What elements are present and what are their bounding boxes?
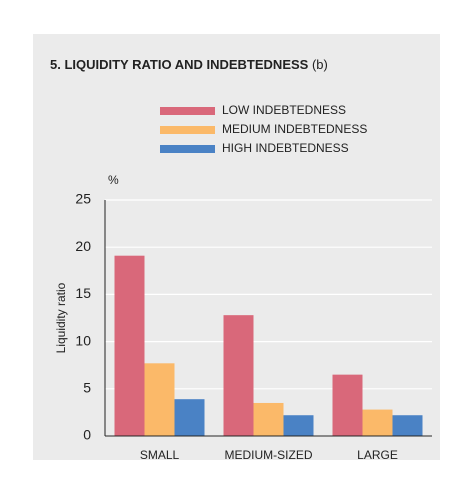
chart-subtitle: (b): [312, 57, 328, 72]
legend-label: MEDIUM INDEBTEDNESS: [222, 122, 367, 136]
chart-title-line: 5. LIQUIDITY RATIO AND INDEBTEDNESS (b): [50, 57, 328, 72]
x-tick-label: MEDIUM-SIZED: [225, 448, 313, 462]
bar: [144, 363, 175, 436]
y-axis-label: Liquidity ratio: [54, 282, 68, 353]
y-tick-label: 15: [75, 285, 91, 301]
bar: [223, 315, 254, 436]
chart-title: 5. LIQUIDITY RATIO AND INDEBTEDNESS: [50, 57, 309, 72]
legend-label: LOW INDEBTEDNESS: [222, 103, 346, 117]
legend-swatch: [160, 107, 215, 115]
legend-swatch: [160, 145, 215, 153]
y-tick-label: 20: [75, 238, 91, 254]
y-tick-label: 5: [83, 380, 91, 396]
legend-swatch: [160, 126, 215, 134]
x-tick-label: LARGE: [357, 448, 398, 462]
y-tick-label: 10: [75, 332, 91, 348]
y-tick-label: 25: [75, 191, 91, 207]
bar: [253, 402, 284, 436]
bar: [362, 409, 393, 436]
x-tick-label: SMALL: [140, 448, 180, 462]
bar: [392, 415, 423, 436]
bar: [114, 255, 145, 436]
y-tick-label: 0: [83, 427, 91, 443]
bar: [332, 374, 363, 436]
bar: [283, 415, 314, 436]
bar: [174, 399, 205, 436]
y-unit: %: [108, 173, 119, 187]
legend-label: HIGH INDEBTEDNESS: [222, 141, 349, 155]
